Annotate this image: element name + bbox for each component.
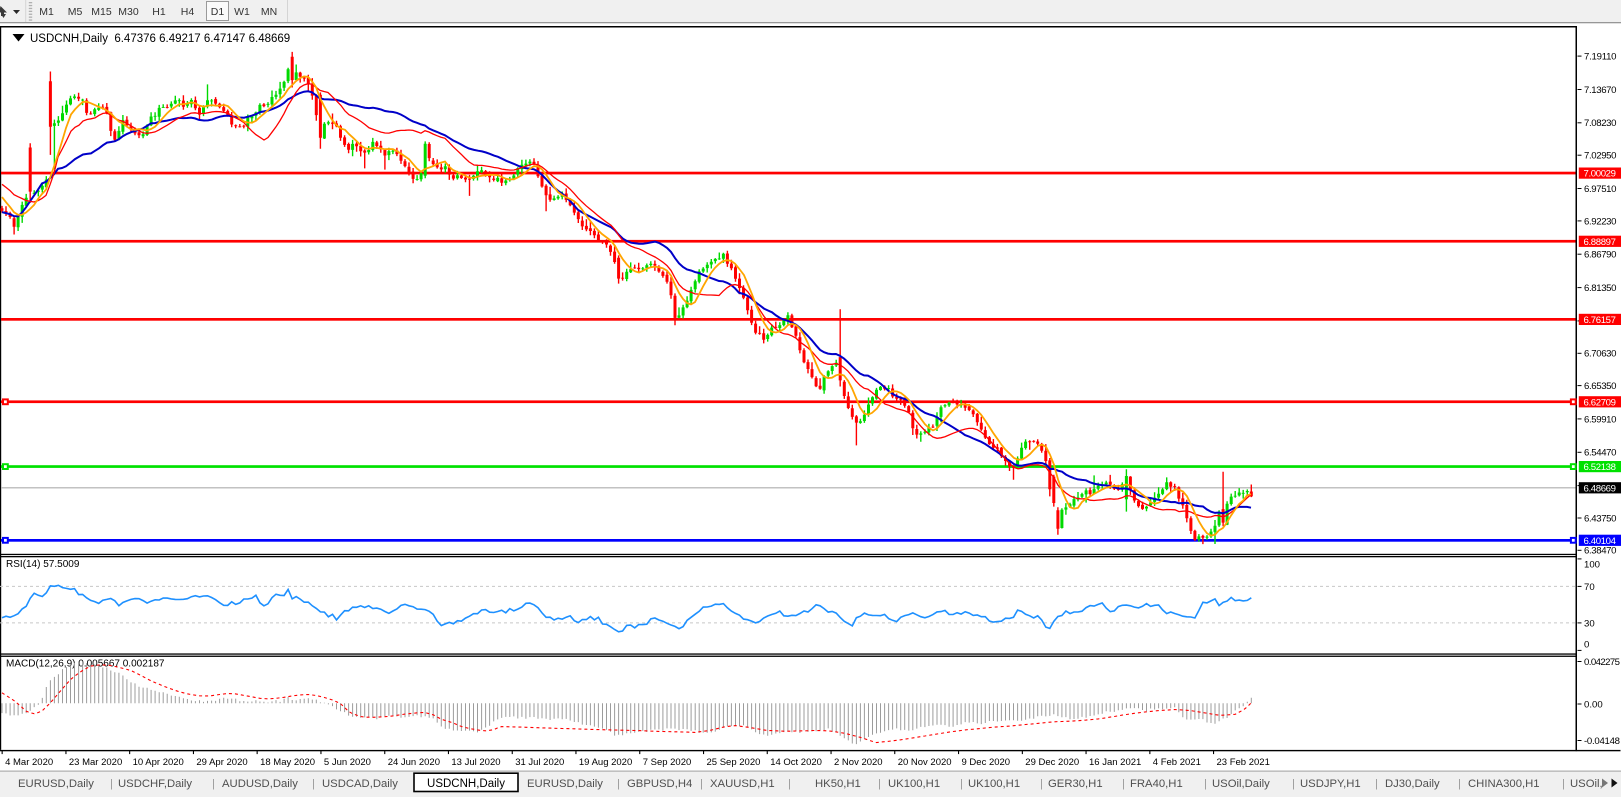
svg-text:20 Nov 2020: 20 Nov 2020 — [898, 757, 952, 768]
svg-text:4 Feb 2021: 4 Feb 2021 — [1153, 757, 1201, 768]
svg-text:|: | — [1375, 778, 1378, 790]
svg-text:USOil,: USOil, — [1570, 778, 1603, 790]
svg-text:0: 0 — [1584, 639, 1589, 650]
svg-text:UK100,H1: UK100,H1 — [888, 778, 940, 790]
svg-text:|: | — [700, 778, 703, 790]
svg-text:6.43750: 6.43750 — [1584, 513, 1617, 524]
svg-text:29 Dec 2020: 29 Dec 2020 — [1025, 757, 1079, 768]
svg-text:M30: M30 — [118, 6, 139, 18]
svg-text:FRA40,H1: FRA40,H1 — [1130, 778, 1183, 790]
svg-text:6.59910: 6.59910 — [1584, 414, 1617, 425]
svg-text:31 Jul 2020: 31 Jul 2020 — [515, 757, 564, 768]
svg-text:29 Apr 2020: 29 Apr 2020 — [196, 757, 247, 768]
svg-text:AUDUSD,Daily: AUDUSD,Daily — [222, 778, 298, 790]
svg-text:6.38470: 6.38470 — [1584, 546, 1617, 557]
svg-text:|: | — [1204, 778, 1207, 790]
svg-text:6.54470: 6.54470 — [1584, 448, 1617, 459]
svg-text:GBPUSD,H4: GBPUSD,H4 — [627, 778, 692, 790]
svg-text:6.81350: 6.81350 — [1584, 283, 1617, 294]
svg-text:4 Mar 2020: 4 Mar 2020 — [5, 757, 53, 768]
svg-text:MN: MN — [261, 6, 277, 18]
svg-text:6.86790: 6.86790 — [1584, 250, 1617, 261]
svg-text:USDCNH,Daily 6.47376 6.49217: USDCNH,Daily 6.47376 6.49217 6.47147 6.4… — [30, 33, 290, 45]
svg-text:USDJPY,H1: USDJPY,H1 — [1300, 778, 1361, 790]
svg-text:|: | — [1458, 778, 1461, 790]
svg-text:13 Jul 2020: 13 Jul 2020 — [451, 757, 500, 768]
svg-text:6.97510: 6.97510 — [1584, 184, 1617, 195]
svg-text:|: | — [788, 778, 791, 790]
svg-text:|: | — [312, 778, 315, 790]
svg-text:H1: H1 — [152, 6, 166, 18]
svg-text:6.92230: 6.92230 — [1584, 216, 1617, 227]
svg-text:6.65350: 6.65350 — [1584, 381, 1617, 392]
svg-text:6.76157: 6.76157 — [1584, 315, 1617, 326]
svg-text:6.88897: 6.88897 — [1584, 237, 1617, 248]
svg-text:6.70630: 6.70630 — [1584, 349, 1617, 360]
svg-text:24 Jun 2020: 24 Jun 2020 — [388, 757, 440, 768]
svg-text:6.48669: 6.48669 — [1584, 483, 1617, 494]
svg-text:18 May 2020: 18 May 2020 — [260, 757, 315, 768]
svg-text:RSI(14) 57.5009: RSI(14) 57.5009 — [6, 559, 80, 570]
svg-text:5 Jun 2020: 5 Jun 2020 — [324, 757, 371, 768]
svg-text:23 Feb 2021: 23 Feb 2021 — [1217, 757, 1270, 768]
svg-text:100: 100 — [1584, 559, 1600, 570]
svg-text:10 Apr 2020: 10 Apr 2020 — [133, 757, 184, 768]
svg-text:7.02950: 7.02950 — [1584, 151, 1617, 162]
svg-text:19 Aug 2020: 19 Aug 2020 — [579, 757, 632, 768]
svg-text:USDCHF,Daily: USDCHF,Daily — [118, 778, 192, 790]
svg-text:0.00: 0.00 — [1584, 699, 1603, 710]
svg-text:D1: D1 — [211, 6, 225, 18]
svg-text:M5: M5 — [68, 6, 83, 18]
svg-text:MACD(12,26,9) 0.005667 0.00218: MACD(12,26,9) 0.005667 0.002187 — [6, 659, 165, 670]
svg-text:6.62709: 6.62709 — [1584, 397, 1617, 408]
svg-text:|: | — [878, 778, 881, 790]
svg-text:2 Nov 2020: 2 Nov 2020 — [834, 757, 883, 768]
svg-text:GER30,H1: GER30,H1 — [1048, 778, 1103, 790]
svg-text:H4: H4 — [181, 6, 195, 18]
svg-text:16 Jan 2021: 16 Jan 2021 — [1089, 757, 1141, 768]
svg-text:7.00029: 7.00029 — [1584, 169, 1617, 180]
svg-text:7 Sep 2020: 7 Sep 2020 — [643, 757, 692, 768]
svg-text:0.042275: 0.042275 — [1584, 657, 1620, 668]
svg-text:70: 70 — [1584, 582, 1595, 593]
svg-text:UK100,H1: UK100,H1 — [968, 778, 1020, 790]
svg-text:6.40104: 6.40104 — [1584, 536, 1617, 547]
svg-text:XAUUSD,H1: XAUUSD,H1 — [710, 778, 775, 790]
svg-text:6.52138: 6.52138 — [1584, 462, 1617, 473]
svg-text:EURUSD,Daily: EURUSD,Daily — [18, 778, 94, 790]
svg-text:CHINA300,H1: CHINA300,H1 — [1468, 778, 1540, 790]
svg-text:|: | — [110, 778, 113, 790]
svg-text:|: | — [960, 778, 963, 790]
svg-text:|: | — [1562, 778, 1565, 790]
svg-text:|: | — [1122, 778, 1125, 790]
svg-text:9 Dec 2020: 9 Dec 2020 — [962, 757, 1011, 768]
svg-text:30: 30 — [1584, 618, 1595, 629]
svg-text:EURUSD,Daily: EURUSD,Daily — [527, 778, 603, 790]
svg-text:HK50,H1: HK50,H1 — [815, 778, 861, 790]
svg-text:|: | — [1040, 778, 1043, 790]
svg-text:|: | — [1292, 778, 1295, 790]
svg-text:|: | — [212, 778, 215, 790]
svg-text:7.08230: 7.08230 — [1584, 118, 1617, 129]
svg-text:|: | — [617, 778, 620, 790]
svg-text:DJ30,Daily: DJ30,Daily — [1385, 778, 1440, 790]
svg-text:-0.04148: -0.04148 — [1584, 736, 1620, 747]
svg-text:7.13670: 7.13670 — [1584, 85, 1617, 96]
svg-text:M15: M15 — [91, 6, 112, 18]
svg-text:14 Oct 2020: 14 Oct 2020 — [770, 757, 822, 768]
svg-text:USOil,Daily: USOil,Daily — [1212, 778, 1270, 790]
svg-text:USDCNH,Daily: USDCNH,Daily — [427, 778, 505, 790]
svg-text:25 Sep 2020: 25 Sep 2020 — [707, 757, 761, 768]
svg-text:W1: W1 — [234, 6, 250, 18]
svg-text:23 Mar 2020: 23 Mar 2020 — [69, 757, 122, 768]
svg-text:M1: M1 — [39, 6, 54, 18]
svg-text:USDCAD,Daily: USDCAD,Daily — [322, 778, 398, 790]
svg-text:7.19110: 7.19110 — [1584, 52, 1617, 63]
